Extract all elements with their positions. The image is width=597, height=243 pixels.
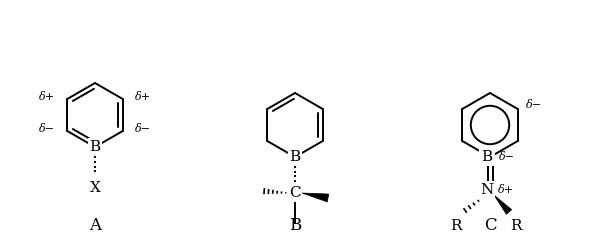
Text: δ−: δ− [499,152,515,162]
Text: δ−: δ− [39,124,56,134]
Text: δ+: δ+ [39,92,56,102]
Text: C: C [484,217,496,234]
Text: B: B [290,150,300,164]
Text: R: R [450,219,461,233]
Text: X: X [90,181,100,195]
Polygon shape [494,195,512,214]
Text: C: C [289,186,301,200]
Text: δ−: δ− [526,100,542,110]
Text: B: B [289,217,301,234]
Text: δ−: δ− [135,124,151,134]
Text: B: B [90,140,100,154]
Text: A: A [89,217,101,234]
Text: B: B [481,150,493,164]
Text: δ+: δ+ [498,185,514,195]
Text: δ+: δ+ [135,92,151,102]
Text: R: R [510,219,522,233]
Text: N: N [481,183,494,197]
Polygon shape [302,193,329,202]
